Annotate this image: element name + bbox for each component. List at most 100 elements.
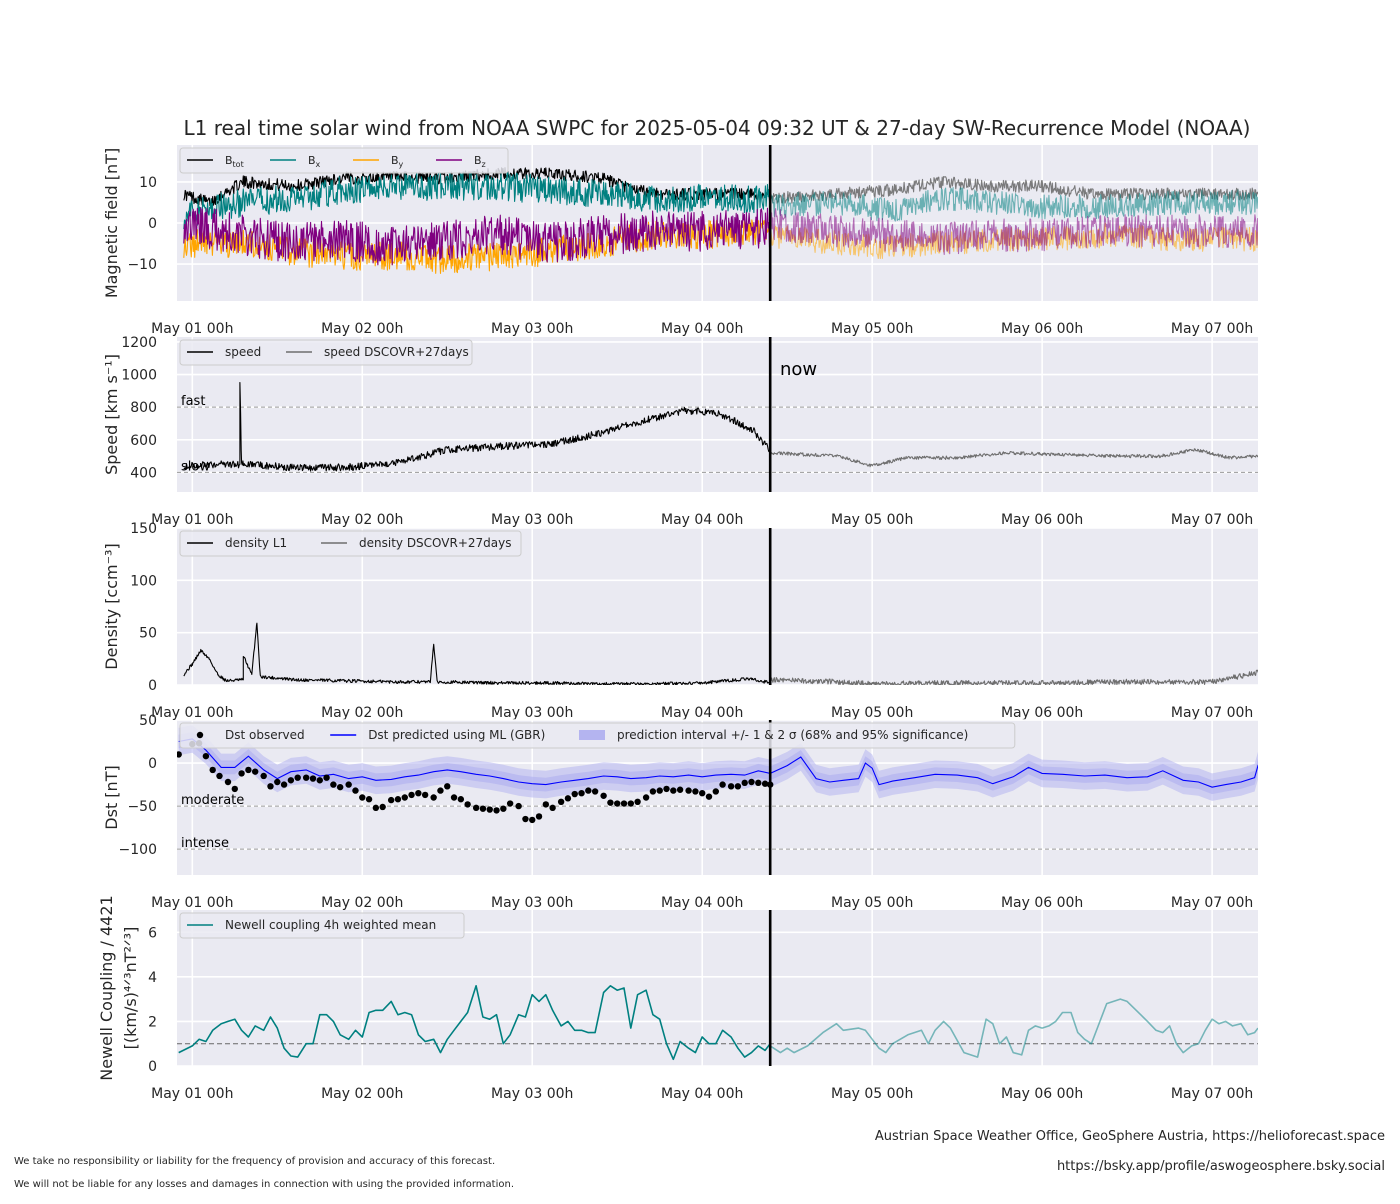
observed-dst-point xyxy=(450,794,458,801)
y-axis-label: Dst [nT] xyxy=(102,765,121,829)
threshold-label: intense xyxy=(181,836,229,851)
observed-dst-point xyxy=(216,772,223,780)
x-tick-label: May 04 00h xyxy=(661,895,743,911)
legend-item: Dst predicted using ML (GBR) xyxy=(330,728,545,742)
observed-dst-point xyxy=(387,796,395,804)
y-tick-label: 0 xyxy=(148,756,157,772)
observed-dst-point xyxy=(500,805,507,812)
x-tick-label: May 03 00h xyxy=(491,895,573,911)
series-line-density xyxy=(183,622,771,685)
observed-dst-point xyxy=(287,777,295,784)
x-tick-label: May 02 00h xyxy=(321,512,403,528)
speed-panel: May 01 00h May 02 00h May 03 00h May 04 00h… xyxy=(102,335,1258,528)
observed-dst-point xyxy=(529,816,536,824)
legend-item: speed DSCOVR+27days xyxy=(286,345,469,359)
x-tick-label: May 07 00h xyxy=(1171,512,1253,528)
x-tick-label: May 02 00h xyxy=(321,321,403,337)
legend-item: prediction interval +/- 1 & 2 σ (68% and… xyxy=(579,728,968,742)
observed-dst-point xyxy=(231,785,238,793)
observed-dst-point xyxy=(464,801,471,808)
observed-dst-point xyxy=(408,791,415,799)
y-tick-label: 100 xyxy=(130,573,157,589)
threshold-label: moderate xyxy=(181,793,244,808)
observed-dst-point xyxy=(415,789,422,797)
threshold-label: fast xyxy=(181,394,205,409)
observed-dst-point xyxy=(352,787,359,794)
legend-item: Dst observed xyxy=(196,728,305,742)
y-tick-label: −100 xyxy=(119,842,157,858)
x-tick-label: May 03 00h xyxy=(491,512,573,528)
x-tick-label: May 06 00h xyxy=(1001,512,1083,528)
y-axis-label: Speed [km s⁻¹] xyxy=(102,354,121,475)
observed-dst-point xyxy=(712,788,720,795)
observed-dst-point xyxy=(642,794,650,801)
legend: density L1 density DSCOVR+27days xyxy=(179,530,522,557)
legend-swatch xyxy=(196,731,204,739)
legend-label: Newell coupling 4h weighted mean xyxy=(225,918,436,932)
observed-dst-point xyxy=(748,778,755,786)
y-axis-label: Newell Coupling / 4421 xyxy=(97,895,116,1080)
observed-dst-point xyxy=(472,804,480,812)
observed-dst-point xyxy=(663,785,670,793)
series-line-bx-rec xyxy=(769,187,1258,222)
observed-dst-point xyxy=(486,806,493,813)
x-tick-label: May 06 00h xyxy=(1001,705,1083,721)
y-tick-label: 1000 xyxy=(121,368,157,384)
observed-dst-point xyxy=(224,778,232,786)
y-tick-label: −10 xyxy=(127,257,157,273)
legend: Btot Bx By Bz xyxy=(179,147,509,174)
x-tick-label: May 02 00h xyxy=(321,705,403,721)
legend-swatch xyxy=(579,730,605,740)
x-tick-label: May 06 00h xyxy=(1001,321,1083,337)
legend-box xyxy=(179,339,473,366)
y-tick-label: 1200 xyxy=(121,335,157,351)
y-tick-label: 50 xyxy=(139,713,157,729)
x-tick-label: May 03 00h xyxy=(491,1086,573,1102)
y-axis-label-units: [(km/s)⁴ᐟ³nT²ᐟ³] xyxy=(121,927,140,1050)
x-tick-label: May 05 00h xyxy=(831,895,913,911)
plot-content xyxy=(177,725,1258,850)
footer-disclaimer-line2: We will not be liable for any losses and… xyxy=(14,1179,514,1190)
observed-dst-point xyxy=(479,805,487,812)
x-tick-label: May 01 00h xyxy=(151,512,233,528)
y-tick-label: 800 xyxy=(130,400,157,416)
series-line-bz-rec xyxy=(769,208,1258,256)
observed-dst-point xyxy=(274,778,281,786)
observed-dst-point xyxy=(506,800,514,807)
observed-dst-point xyxy=(330,781,337,788)
y-tick-label: 4 xyxy=(148,970,157,986)
y-tick-label: 6 xyxy=(148,925,157,941)
observed-dst-point xyxy=(557,798,565,806)
x-tick-label: May 04 00h xyxy=(661,512,743,528)
observed-dst-point xyxy=(209,766,216,774)
x-tick-label: May 07 00h xyxy=(1171,895,1253,911)
observed-dst-point xyxy=(372,804,380,812)
y-tick-label: 0 xyxy=(148,216,157,232)
x-tick-label: May 02 00h xyxy=(321,1086,403,1102)
legend-label: Bz xyxy=(474,154,486,169)
observed-dst-point xyxy=(251,768,259,775)
observed-dst-point xyxy=(649,788,657,795)
observed-dst-point xyxy=(267,783,274,790)
observed-dst-point xyxy=(692,788,699,795)
x-tick-label: May 01 00h xyxy=(151,705,233,721)
x-tick-label: May 01 00h xyxy=(151,895,233,911)
observed-dst-point xyxy=(600,792,607,799)
prediction-interval-band xyxy=(178,732,1258,795)
observed-dst-point xyxy=(741,779,748,787)
observed-dst-point xyxy=(656,787,663,794)
observed-dst-point xyxy=(591,788,599,795)
x-tick-label: May 05 00h xyxy=(831,321,913,337)
predicted-dst-line xyxy=(178,738,1258,788)
observed-dst-point xyxy=(542,801,550,808)
observed-dst-point xyxy=(549,804,556,812)
x-tick-label: May 04 00h xyxy=(661,321,743,337)
observed-dst-point xyxy=(238,770,245,777)
y-tick-label: 150 xyxy=(130,521,157,537)
legend-label: speed xyxy=(225,345,261,359)
observed-dst-point xyxy=(302,774,310,781)
density-panel: May 01 00h May 02 00h May 03 00h May 04 00h… xyxy=(102,521,1258,721)
series-line-newell xyxy=(178,985,771,1061)
